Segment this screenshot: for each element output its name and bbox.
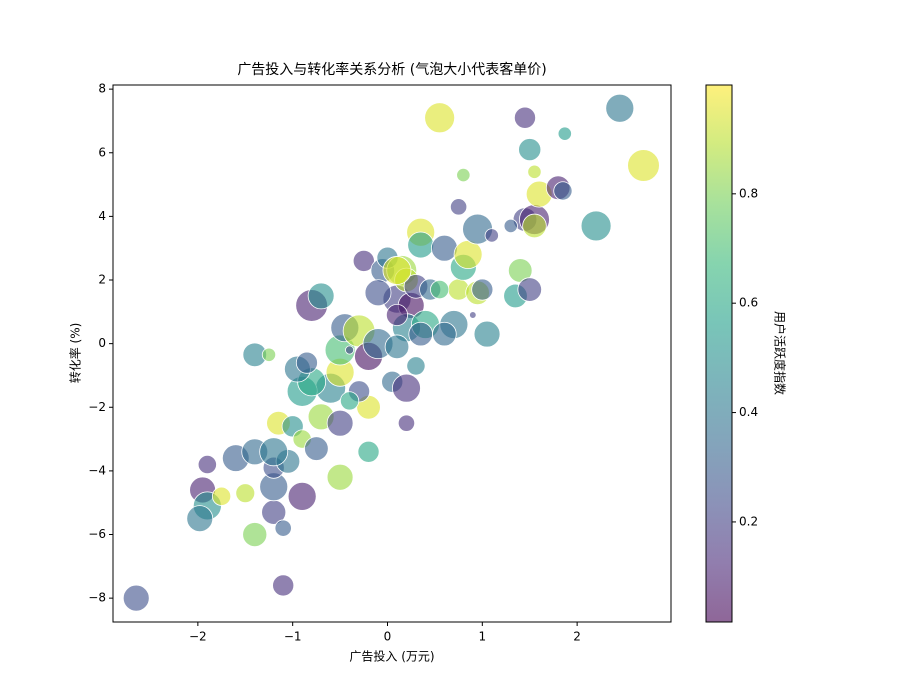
bubble <box>527 164 542 179</box>
bubble <box>513 106 536 129</box>
colorbar <box>705 84 733 623</box>
bubble <box>424 102 456 134</box>
bubble <box>261 347 277 362</box>
bubble <box>518 138 542 162</box>
bubble <box>449 198 468 216</box>
colorbar-label: 用户活跃度指数 <box>773 311 788 395</box>
bubble <box>627 149 660 182</box>
bubble <box>484 228 499 243</box>
bubble <box>453 240 483 269</box>
colorbar-tick-label: 0.2 <box>739 514 758 528</box>
bubble <box>408 321 433 347</box>
x-tick-label: 2 <box>573 630 581 644</box>
bubble <box>430 234 458 262</box>
bubble <box>242 522 268 548</box>
colorbar-tick-label: 0.6 <box>739 296 758 310</box>
bubble <box>406 356 426 376</box>
bubble <box>287 481 317 511</box>
plot-frame <box>112 84 672 623</box>
x-axis-label: 广告投入 (万元) <box>349 649 434 664</box>
y-tick-label: 0 <box>98 336 106 350</box>
colorbar-tick-label: 0.8 <box>739 186 758 200</box>
y-tick-label: −2 <box>88 400 106 414</box>
bubble <box>186 505 214 532</box>
bubble <box>295 351 318 374</box>
bubble <box>605 93 635 123</box>
bubble <box>407 231 435 259</box>
x-tick-label: 1 <box>478 630 486 644</box>
bubble <box>259 437 289 467</box>
bubble <box>517 277 542 302</box>
x-tick-label: −2 <box>189 630 207 644</box>
y-tick-label: 6 <box>98 145 106 159</box>
y-tick-label: 4 <box>98 209 106 223</box>
y-tick-label: −6 <box>88 527 106 541</box>
bubble <box>384 334 410 360</box>
x-tick-label: −1 <box>284 630 302 644</box>
bubble <box>557 126 572 141</box>
y-axis-label: 转化率 (%) <box>68 323 83 384</box>
y-tick-label: −8 <box>88 591 106 605</box>
bubble <box>122 584 150 612</box>
bubble <box>382 256 412 285</box>
y-tick-label: 2 <box>98 273 106 287</box>
x-tick-label: 0 <box>384 630 392 644</box>
bubble <box>397 414 416 432</box>
chart-title: 广告投入与转化率关系分析 (气泡大小代表客单价) <box>237 61 546 78</box>
bubble <box>364 279 392 307</box>
bubble <box>473 320 501 348</box>
bubble <box>339 391 360 411</box>
bubble <box>197 454 217 475</box>
bubble <box>345 345 355 355</box>
bubble <box>385 303 408 327</box>
bubble <box>471 278 494 301</box>
colorbar-tick-label: 0.4 <box>739 405 758 419</box>
bubble <box>235 483 256 504</box>
bubble <box>274 519 292 537</box>
bubble <box>503 218 518 234</box>
y-tick-label: 8 <box>98 82 106 96</box>
bubble <box>326 409 354 437</box>
bubble <box>357 440 380 463</box>
bubble <box>553 181 573 201</box>
bubble <box>326 463 354 491</box>
bubble <box>307 282 335 310</box>
bubble <box>580 210 612 242</box>
bubble <box>392 373 421 403</box>
bubble <box>430 279 450 300</box>
y-tick-label: −4 <box>88 463 106 477</box>
bubble <box>469 311 477 319</box>
bubble <box>432 321 457 347</box>
bubble <box>522 213 547 239</box>
bubble <box>304 436 329 461</box>
bubble <box>272 574 295 597</box>
bubble <box>211 486 232 506</box>
bubble <box>456 167 471 183</box>
bubble <box>352 249 375 272</box>
